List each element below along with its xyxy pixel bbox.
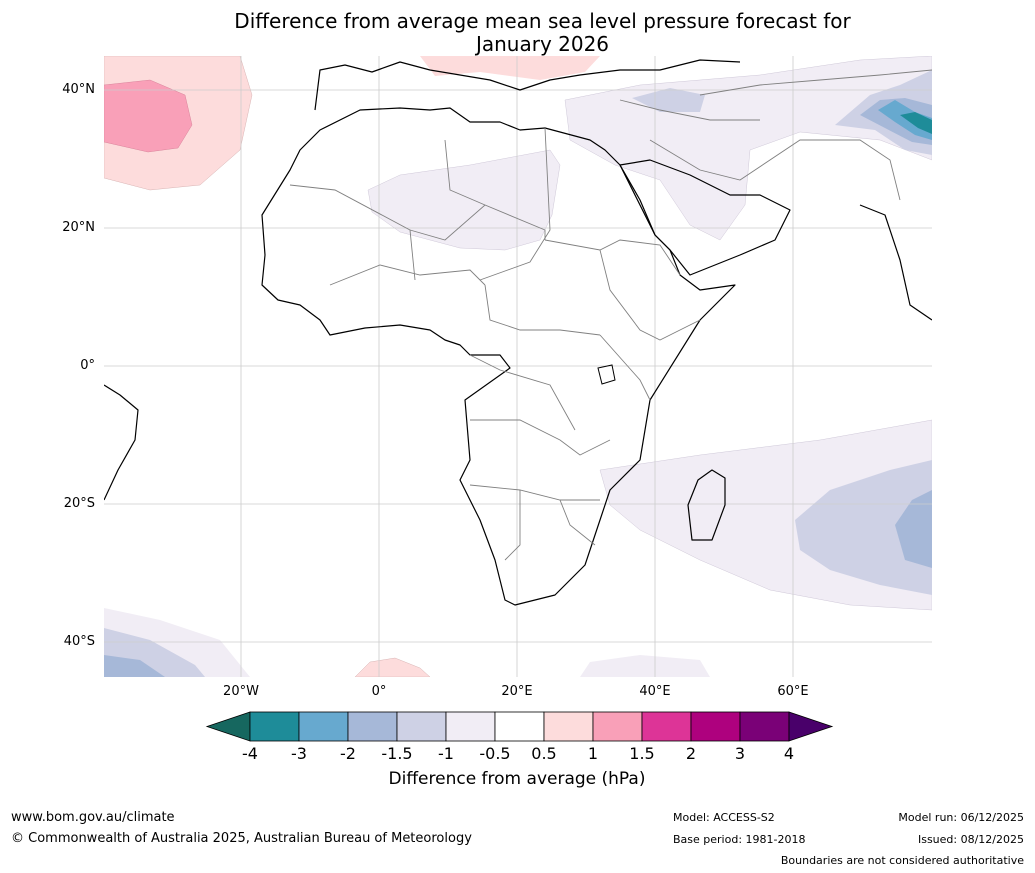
footer-model: Model: ACCESS-S2 <box>673 811 775 824</box>
footer-model-run: Model run: 06/12/2025 <box>898 811 1024 824</box>
colorbar-tick-label: 1.5 <box>629 744 655 763</box>
anomaly-region-south-atlantic-inner <box>104 655 165 677</box>
coastline-india <box>859 204 932 321</box>
colorbar-tick-label: -2 <box>340 744 356 763</box>
lat-label-40n: 40°N <box>62 82 95 97</box>
map-title-line1: Difference from average mean sea level p… <box>234 9 851 33</box>
anomaly-region-himalaya-max <box>900 112 932 134</box>
colorbar-box <box>298 711 349 742</box>
footer-issued: Issued: 08/12/2025 <box>917 833 1024 846</box>
coastline-madagascar <box>687 469 726 541</box>
map-field <box>104 56 932 677</box>
anomaly-region-himalaya-peak <box>878 100 932 140</box>
country-borders <box>289 69 932 561</box>
graticule <box>104 56 932 677</box>
colorbar-box <box>445 711 496 742</box>
footer-base-period: Base period: 1981-2018 <box>673 833 806 846</box>
anomaly-region-mediterranean <box>420 56 600 80</box>
colorbar-tick-label: -3 <box>291 744 307 763</box>
colorbar-box <box>396 711 447 742</box>
lat-label-40s: 40°S <box>63 634 95 649</box>
map-title-line2: January 2026 <box>475 32 610 56</box>
colorbar-tick-label: -1 <box>438 744 454 763</box>
colorbar-box <box>494 711 545 742</box>
footer-disclaimer: Boundaries are not considered authoritat… <box>780 854 1024 867</box>
lat-label-20n: 20°N <box>62 220 95 235</box>
lon-label-0: 0° <box>371 684 387 699</box>
colorbar-extend-high <box>788 711 834 742</box>
colorbar-tick-label: 1 <box>587 744 599 763</box>
colorbar-tick-label: 0.5 <box>531 744 557 763</box>
footer-url: www.bom.gov.au/climate <box>11 810 175 825</box>
lon-label-60e: 60°E <box>777 684 809 699</box>
colorbar-box <box>347 711 398 742</box>
anomaly-region-middle-east-core <box>632 88 705 112</box>
colorbar-tick-label: 4 <box>783 744 795 763</box>
lat-label-0: 0° <box>80 358 95 373</box>
anomaly-region-sahara <box>367 149 561 251</box>
colorbar-tick-label: -4 <box>242 744 258 763</box>
colorbar-extend-low <box>205 711 251 742</box>
anomaly-region-south-small-positive <box>354 657 431 677</box>
anomaly-region-north-atlantic-core <box>104 79 193 153</box>
colorbar-box <box>739 711 790 742</box>
coastline-south-america <box>104 384 139 501</box>
coastline-arabia <box>619 159 791 276</box>
colorbar-tick-label: 3 <box>734 744 746 763</box>
colorbar-box <box>641 711 692 742</box>
anomaly-region-south-small-negative <box>580 655 710 677</box>
footer-copyright: © Commonwealth of Australia 2025, Austra… <box>11 831 472 846</box>
colorbar-box <box>249 711 300 742</box>
coastline-europe <box>314 59 741 111</box>
lake-victoria <box>597 364 616 385</box>
colorbar-tick-label: 2 <box>685 744 697 763</box>
colorbar-tick-label: -1.5 <box>381 744 413 763</box>
anomaly-region-south-indian-core <box>795 460 932 595</box>
colorbar-box <box>592 711 643 742</box>
lat-label-20s: 20°S <box>63 496 95 511</box>
colorbar-box <box>543 711 594 742</box>
map-title: Difference from average mean sea level p… <box>0 10 1035 56</box>
anomaly-region-south-indian-inner <box>895 490 932 568</box>
colorbar-tick-label: -0.5 <box>479 744 511 763</box>
lon-label-20e: 20°E <box>501 684 533 699</box>
colorbar-box <box>690 711 741 742</box>
lon-label-40e: 40°E <box>639 684 671 699</box>
colorbar-label: Difference from average (hPa) <box>388 769 646 789</box>
lon-label-20w: 20°W <box>223 684 259 699</box>
